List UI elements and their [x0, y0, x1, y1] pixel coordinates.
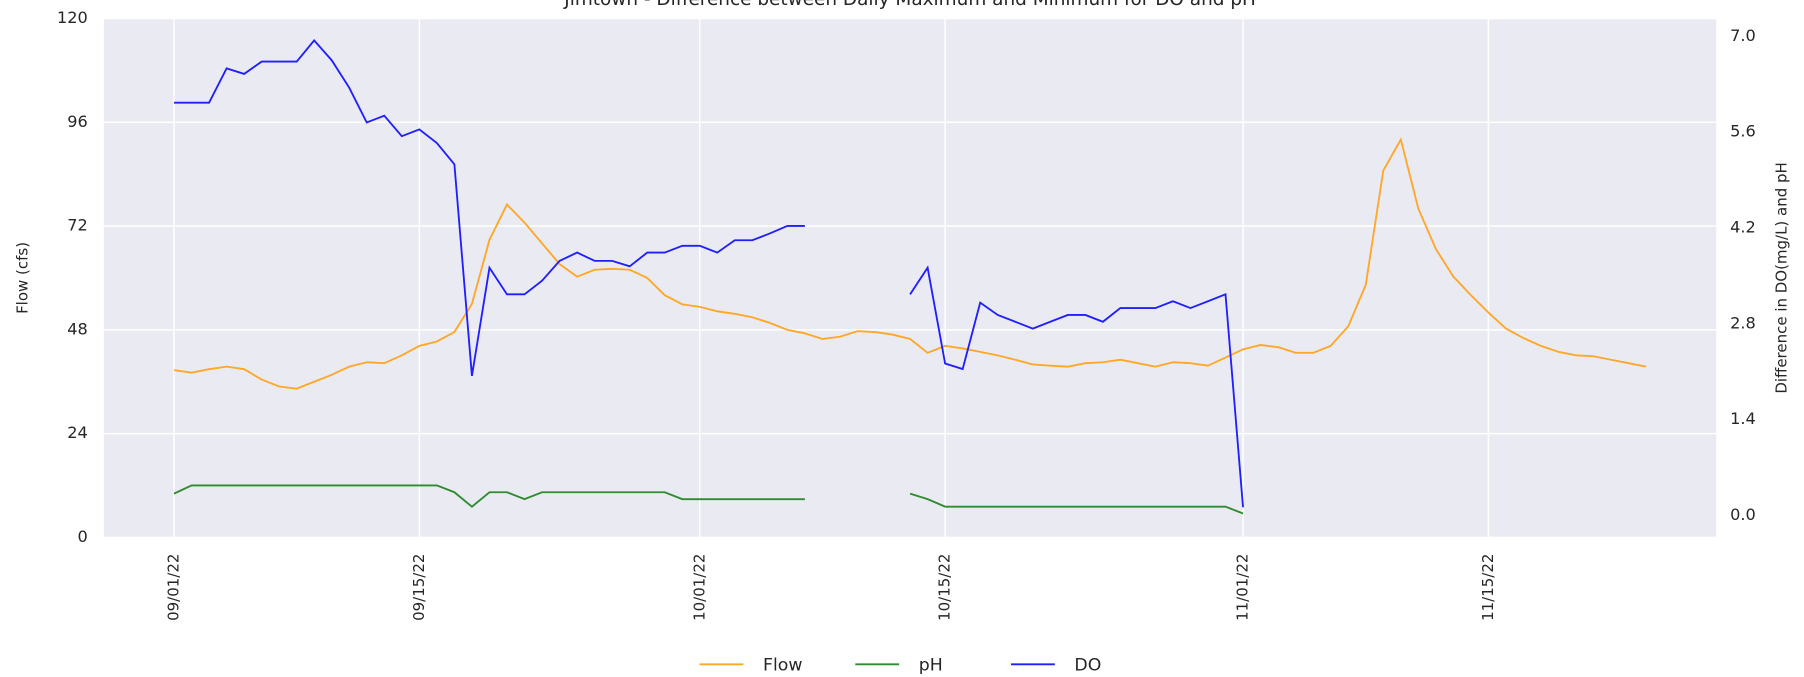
- y2-tick-label: 0.0: [1730, 505, 1756, 524]
- x-tick-label: 10/15/22: [936, 554, 954, 621]
- series-line: [174, 38, 1244, 508]
- plot-area: [103, 18, 1717, 538]
- legend-label: DO: [1074, 655, 1101, 675]
- y2-tick-label: 1.4: [1730, 409, 1756, 428]
- y-tick-label: 72: [67, 216, 88, 235]
- y2-tick-label: 4.2: [1730, 217, 1756, 236]
- y2-tick-label: 7.0: [1730, 26, 1756, 45]
- x-tick-label: 09/15/22: [410, 554, 428, 621]
- y-tick-label: 120: [57, 8, 88, 27]
- legend-label: pH: [919, 655, 943, 675]
- lines: [173, 38, 1647, 515]
- y2-tick-label: 5.6: [1730, 122, 1756, 141]
- y-tick-label: 24: [67, 423, 88, 442]
- x-tick-label: 09/01/22: [165, 554, 183, 621]
- y-axis-label: Flow (cfs): [14, 242, 32, 314]
- grid: [103, 17, 1717, 539]
- x-tick-label: 11/01/22: [1234, 554, 1252, 621]
- series-line: [173, 137, 1647, 390]
- y-tick-label: 48: [67, 319, 88, 338]
- series-line: [173, 484, 1244, 515]
- y-tick-label: 96: [67, 112, 88, 131]
- chart-title: Jimtown - Difference between Daily Maxim…: [563, 0, 1256, 10]
- labels: 0 24 48 72 96 120 0.0 1.4 2.8 4.2 5.6 7.0 09/01/22 09…: [57, 8, 1756, 676]
- legend-label: Flow: [763, 655, 802, 675]
- y-tick-label: 0: [77, 527, 87, 546]
- y2-tick-label: 2.8: [1730, 313, 1756, 332]
- x-tick-label: 11/15/22: [1479, 554, 1497, 621]
- x-tick-label: 10/01/22: [690, 554, 708, 621]
- y2-axis-label: Difference in DO(mg/L) and pH: [1772, 162, 1790, 393]
